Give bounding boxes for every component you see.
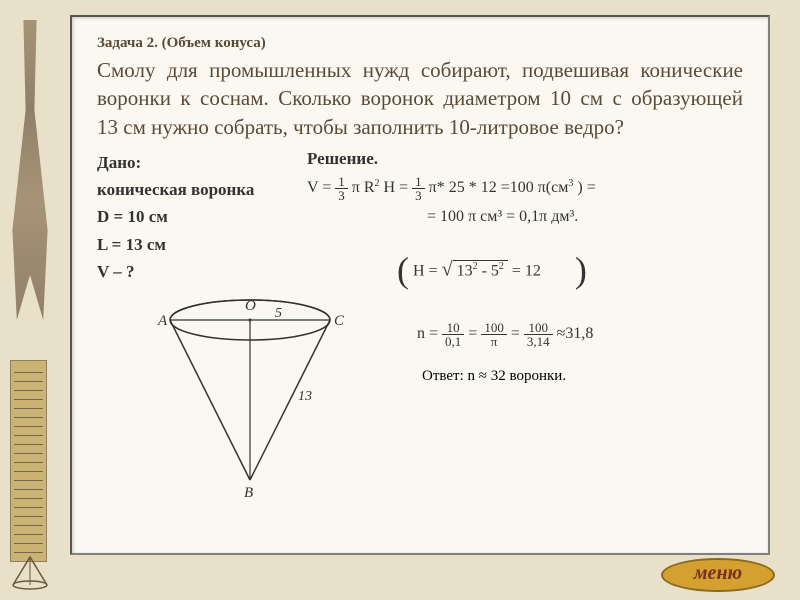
close-bracket: ) <box>575 249 587 291</box>
solution-header: Решение. <box>307 149 743 169</box>
given-line-2: D = 10 см <box>97 203 297 230</box>
label-O: О <box>245 298 256 314</box>
left-decoration-strip <box>0 0 60 600</box>
menu-button[interactable]: меню <box>661 558 775 592</box>
n-formula: n = 100,1 = 100π = 1003,14 ≈31,8 <box>417 321 743 348</box>
frac-n1: 100,1 <box>442 321 464 348</box>
h-1: H = <box>413 263 438 280</box>
f-e3: 3 <box>568 178 573 189</box>
label-A: А <box>157 313 168 329</box>
frac-1-3-b: 13 <box>412 175 425 202</box>
f-v3: H = <box>384 179 409 196</box>
f-v2: π R <box>352 179 375 196</box>
h-res: = 12 <box>512 263 541 280</box>
frac-n2: 100π <box>481 321 507 348</box>
label-l: 13 <box>298 389 312 404</box>
f-v4: π* 25 * 12 =100 π(см <box>429 179 569 196</box>
n-eq2: = <box>511 325 524 342</box>
height-formula: ( H = √132 - 52 = 12 ) <box>397 251 743 293</box>
given-line-3: L = 13 см <box>97 231 297 258</box>
frac-1-3-a: 13 <box>335 175 348 202</box>
answer-line: Ответ: n ≈ 32 воронки. <box>422 368 743 385</box>
f-e2: 2 <box>375 178 380 189</box>
f-v1: V = <box>307 179 331 196</box>
open-bracket: ( <box>397 249 409 291</box>
n-1: n = <box>417 325 442 342</box>
cone-diagram: А О С В 5 13 <box>150 280 360 510</box>
volume-formula: V = 13 π R2 H = 13 π* 25 * 12 =100 π(см3… <box>307 175 743 202</box>
label-B: В <box>244 485 253 501</box>
label-C: С <box>334 313 345 329</box>
sqrt-icon: √ <box>442 259 453 281</box>
n-res: ≈31,8 <box>557 325 594 342</box>
n-eq1: = <box>468 325 481 342</box>
label-r: 5 <box>275 306 282 321</box>
given-header: Дано: <box>97 149 297 176</box>
volume-result: = 100 π см³ = 0,1π дм³. <box>427 208 743 226</box>
solution-block: Решение. V = 13 π R2 H = 13 π* 25 * 12 =… <box>307 149 743 385</box>
small-cone-icon <box>10 555 50 590</box>
task-title: Задача 2. (Объем конуса) <box>97 35 743 52</box>
f-v5: ) = <box>577 179 595 196</box>
frac-n3: 1003,14 <box>524 321 553 348</box>
given-line-1: коническая воронка <box>97 176 297 203</box>
problem-statement: Смолу для промышленных нужд собирают, по… <box>97 56 743 141</box>
ruler-icon <box>10 360 47 562</box>
compass-icon <box>8 20 52 320</box>
sqrt-content: 132 - 52 <box>453 260 508 280</box>
